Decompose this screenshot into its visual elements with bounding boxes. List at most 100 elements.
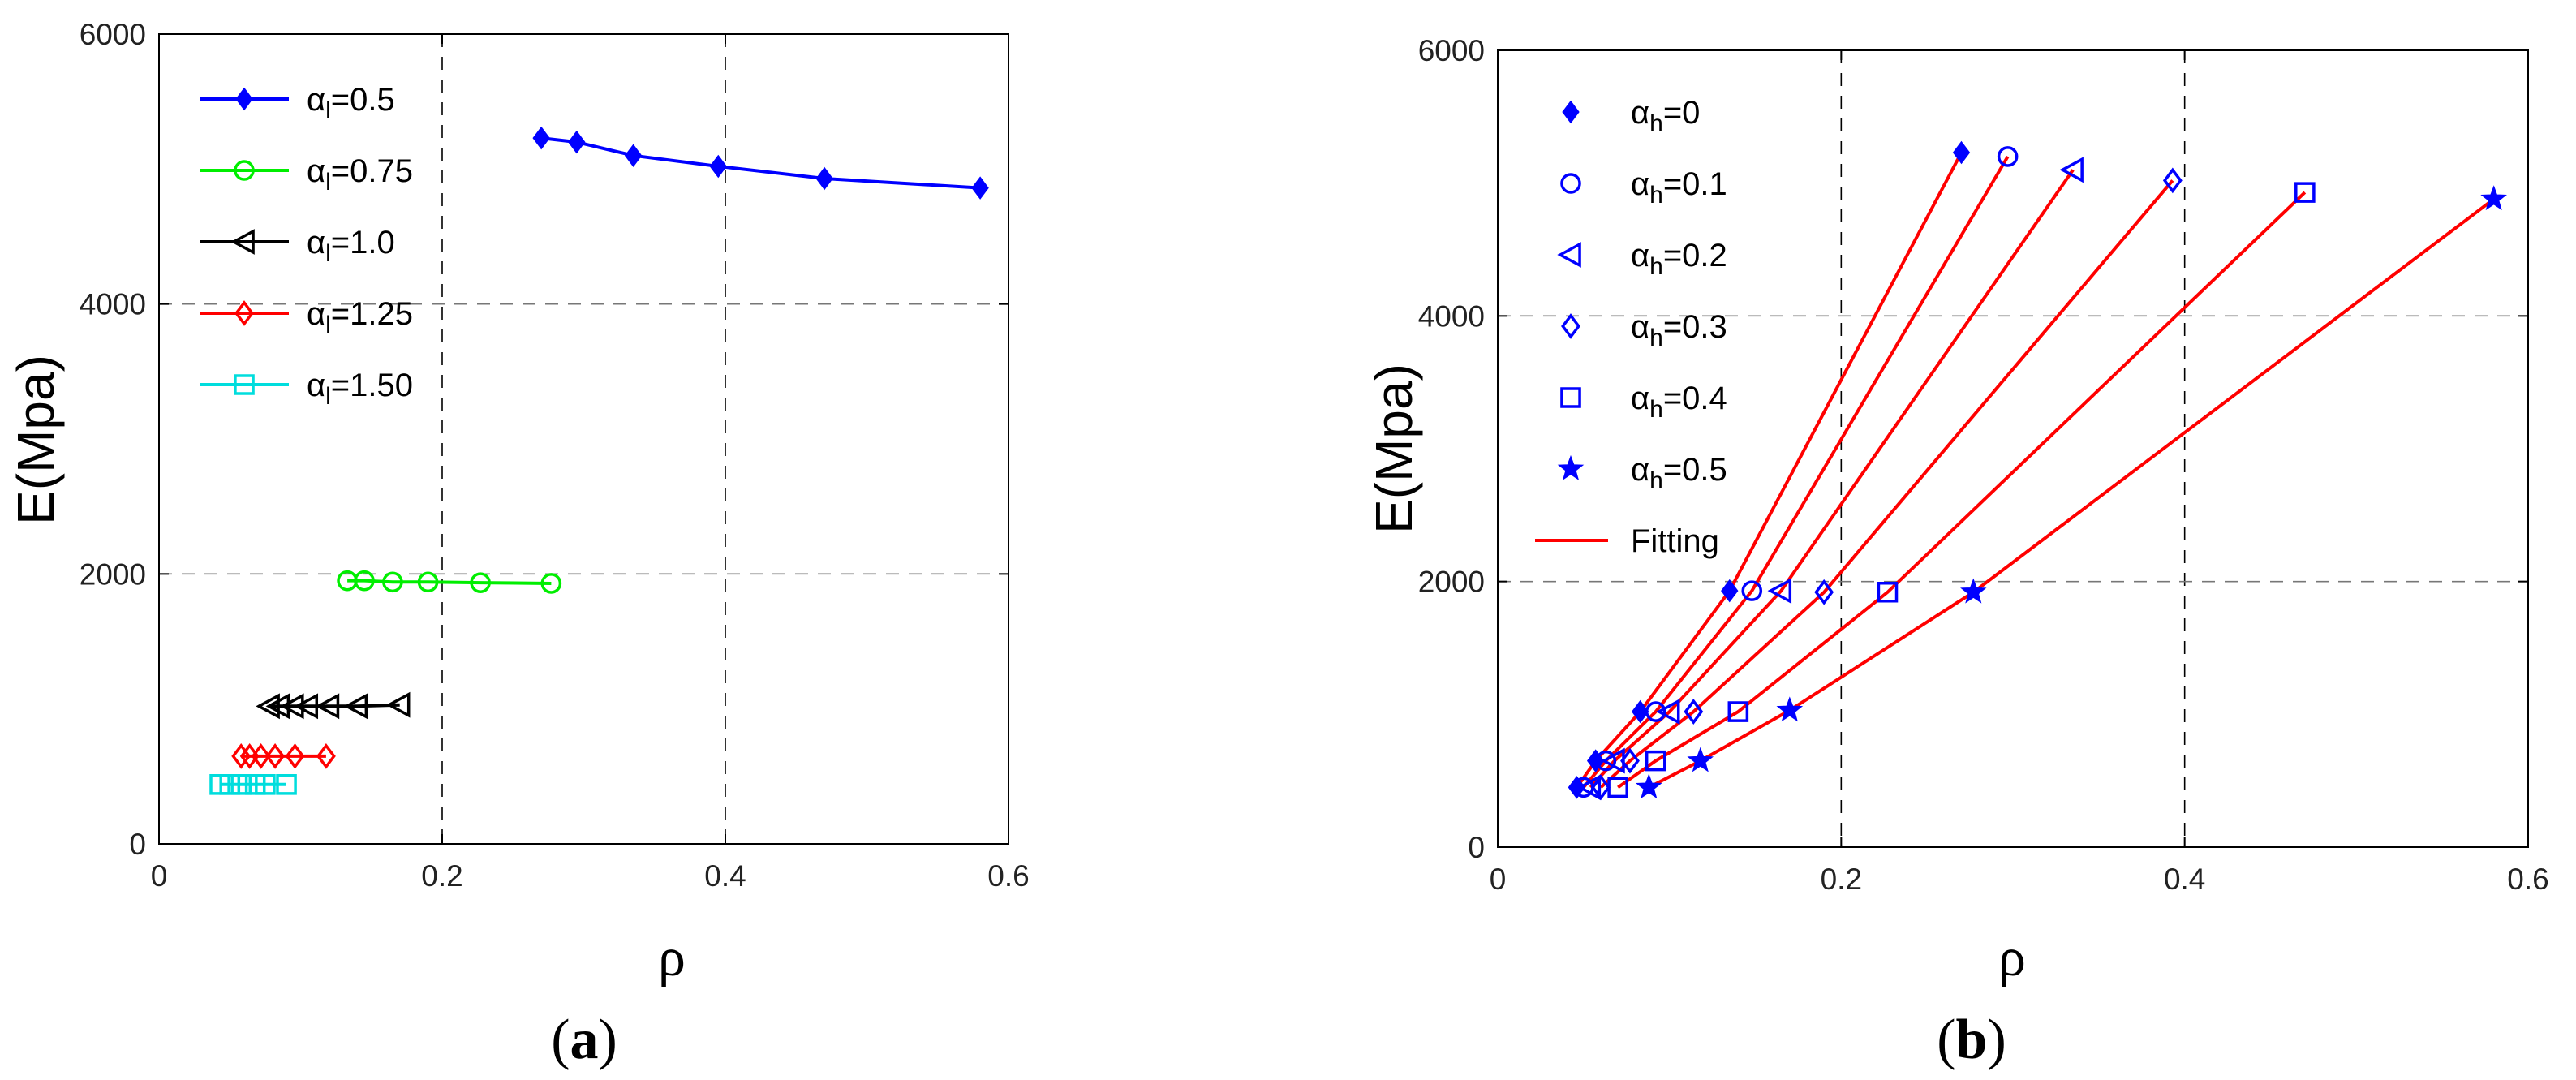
panel-b-legend-item-5: αh=0.5 (1557, 452, 1727, 494)
panel-b-series-2-point (1767, 578, 1792, 605)
panel-a-legend-label-3: αl=1.25 (307, 296, 413, 338)
panel-b-legend-label-5: αh=0.5 (1631, 452, 1727, 494)
panel-b-chart: 0 0.2 0.4 0.6 0 2000 4000 6000 αh=0 αh=0.1 αh=0.2… (1365, 34, 2549, 1071)
panel-a-series-0 (532, 126, 989, 200)
panel-b-fit-curve-4 (1617, 191, 2307, 790)
panel-b-series-5-point (1635, 773, 1662, 799)
panel-a-legend-label-0: αl=0.5 (307, 82, 395, 124)
panel-a-series-0-point (709, 154, 727, 179)
panel-a-x-tick-label: 0.2 (421, 859, 462, 893)
panel-b-series-1-point (1997, 146, 2019, 167)
panel-a-y-tick-label: 4000 (80, 288, 146, 321)
panel-a-legend: αl=0.5 αl=0.75 αl=1.0 αl=1.25 αl=1.50 (200, 82, 413, 410)
panel-b-series-4-point (1877, 581, 1899, 603)
panel-a-series-2-point (343, 693, 368, 720)
panel-b-series-0-point (1721, 579, 1739, 603)
panel-b-series-2-point (1576, 774, 1602, 801)
panel-a-series-1 (337, 570, 562, 594)
panel-b-caption: (b) (1937, 1009, 2006, 1071)
panel-b-series-4-point (1645, 750, 1666, 772)
panel-a-series-1-point (540, 573, 562, 594)
panel-b-ticks: 0 0.2 0.4 0.6 0 2000 4000 6000 (1418, 34, 2549, 896)
panel-a-x-tick-label: 0.4 (704, 859, 746, 893)
panel-b-fit-curve-1 (1582, 155, 2010, 789)
panel-b-legend-item-fitting: Fitting (1535, 523, 1719, 559)
panel-a-grid (159, 34, 1008, 844)
panel-b-series-3-point (1591, 774, 1611, 801)
panel-a-series-2-point (265, 693, 290, 720)
panel-a-legend-marker-2 (230, 229, 255, 255)
panel-b-series-1 (1573, 146, 2019, 798)
panel-b-series-3-point (1620, 747, 1640, 774)
panel-b-legend-item-3: αh=0.3 (1561, 309, 1727, 351)
panel-a-legend-label-4: αl=1.50 (307, 368, 413, 410)
panel-b-y-axis-label: E(Mpa) (1365, 364, 1423, 534)
panel-a-series-0-point (971, 176, 989, 200)
panel-b-legend-label-4: αh=0.4 (1631, 381, 1727, 423)
panel-a-x-tick-label: 0.6 (987, 859, 1029, 893)
panel-b-series-2-point (2059, 157, 2084, 183)
panel-a-series-1-line (347, 579, 552, 585)
panel-a-series-4 (209, 774, 297, 795)
panel-a-series-4-point (255, 774, 276, 795)
panel-a-series-1-point (417, 571, 439, 593)
panel-a-y-tick-label: 2000 (80, 557, 146, 591)
panel-b-legend-marker-3 (1561, 313, 1580, 339)
panel-b-series-5 (1635, 185, 2507, 799)
panel-a-legend-item-0: αl=0.5 (200, 82, 395, 124)
panel-b-y-tick-label: 6000 (1418, 34, 1485, 67)
panel-b-x-axis-label: ρ (1998, 926, 2026, 987)
panel-a-series-4-point (276, 774, 297, 795)
panel-b-series-4-point (1727, 701, 1749, 722)
panel-a-legend-item-2: αl=1.0 (200, 225, 395, 267)
panel-a-series-2-point (280, 693, 304, 720)
panel-b-legend-label-2: αh=0.2 (1631, 238, 1727, 280)
panel-b-x-tick-label: 0.6 (2507, 863, 2548, 896)
panel-a-y-axis-label: E(Mpa) (6, 355, 65, 525)
panel-a-series-3-point (231, 742, 252, 769)
panel-b-axes-box (1497, 49, 2529, 848)
panel-a-legend-marker-3 (234, 300, 254, 326)
panel-a-series-2-point (385, 691, 411, 718)
panel-a-caption: (a) (551, 1009, 617, 1071)
panel-b-legend-item-1: αh=0.1 (1560, 166, 1727, 209)
panel-a-series-0-point (624, 144, 643, 167)
panel-b-legend-label-0: αh=0 (1631, 95, 1700, 137)
panel-a-y-tick-label: 0 (129, 828, 146, 861)
panel-b-legend: αh=0 αh=0.1 αh=0.2 αh=0.3 αh=0.4 αh=0.5 Fittin… (1535, 95, 1727, 559)
panel-a-series-1-point (470, 572, 491, 593)
panel-a-ticks: 0 0.2 0.4 0.6 0 2000 4000 6000 (80, 18, 1030, 893)
panel-a-series-2-point (256, 693, 280, 720)
panel-b-legend-marker-0 (1562, 100, 1580, 124)
panel-b-legend-marker-1 (1560, 173, 1581, 194)
panel-a-series-3-point (316, 742, 336, 769)
panel-b-series-5-point (1776, 696, 1804, 722)
panel-a-series-0-point (815, 166, 833, 191)
panel-b-legend-label-1: αh=0.1 (1631, 166, 1727, 209)
panel-a-legend-label-1: αl=0.75 (307, 153, 413, 196)
panel-a-legend-marker-4 (234, 374, 255, 395)
panel-b-series-1-point (1645, 701, 1666, 722)
panel-a-series-1-point (354, 570, 375, 592)
panel-b-series-5-point (1960, 578, 1987, 604)
panel-b-x-tick-label: 0 (1490, 863, 1507, 896)
panel-b-y-tick-label: 2000 (1418, 566, 1485, 599)
panel-b-series-3-point (1684, 699, 1704, 725)
panel-b-legend-item-0: αh=0 (1562, 95, 1700, 137)
panel-b-legend-marker-4 (1560, 387, 1581, 408)
panel-a-y-tick-label: 6000 (80, 18, 146, 51)
panel-a-series-0-point (532, 126, 550, 150)
panel-b-legend-item-4: αh=0.4 (1560, 381, 1727, 423)
panel-b-series-3 (1591, 167, 2183, 801)
panel-b-series-3-point (2162, 167, 2183, 194)
panel-b-series-2-point (1655, 699, 1680, 725)
panel-b-x-tick-label: 0.2 (1821, 863, 1862, 896)
panel-b-x-tick-label: 0.4 (2164, 863, 2205, 896)
panel-a-series (209, 126, 989, 795)
panel-b-series-5-point (1687, 747, 1714, 772)
panel-b-legend-item-2: αh=0.2 (1557, 238, 1727, 280)
panel-a-x-axis-label: ρ (658, 926, 686, 987)
